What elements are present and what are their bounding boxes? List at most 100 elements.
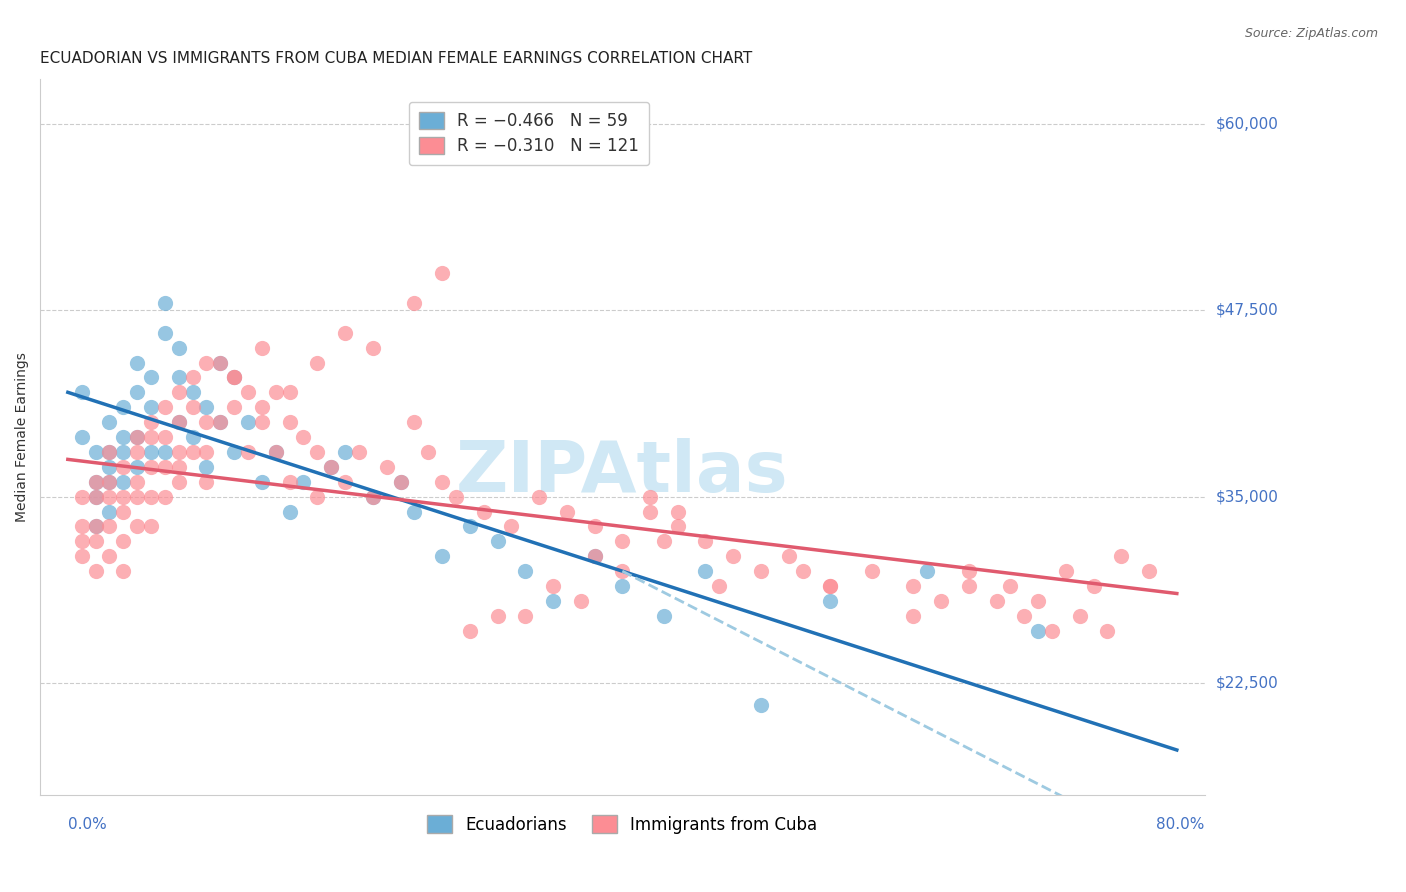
Point [278, 504, 301, 518]
Point [153, 490, 176, 504]
Point [224, 445, 246, 459]
Point [307, 355, 329, 369]
Point [139, 415, 162, 429]
Text: ZIPAtlas: ZIPAtlas [456, 438, 789, 508]
Point [264, 445, 287, 459]
Point [70, 430, 93, 444]
Point [209, 355, 232, 369]
Point [209, 355, 232, 369]
Point [112, 490, 135, 504]
Text: $22,500: $22,500 [1216, 675, 1278, 690]
Point [139, 519, 162, 533]
Text: $35,000: $35,000 [1216, 489, 1278, 504]
Point [167, 341, 190, 355]
Point [70, 519, 93, 533]
Point [903, 579, 925, 593]
Point [929, 594, 952, 608]
Point [84, 475, 107, 489]
Point [127, 445, 149, 459]
Point [112, 564, 135, 578]
Point [583, 549, 606, 564]
Point [167, 415, 190, 429]
Point [361, 341, 384, 355]
Point [361, 490, 384, 504]
Point [112, 445, 135, 459]
Point [139, 490, 162, 504]
Point [957, 579, 980, 593]
Point [1026, 594, 1049, 608]
Point [127, 385, 149, 400]
Point [652, 534, 675, 549]
Point [98, 519, 121, 533]
Point [195, 475, 218, 489]
Point [430, 549, 453, 564]
Point [209, 415, 232, 429]
Point [957, 564, 980, 578]
Point [224, 370, 246, 384]
Point [127, 459, 149, 474]
Point [98, 549, 121, 564]
Point [612, 564, 634, 578]
Point [195, 459, 218, 474]
Point [1083, 579, 1105, 593]
Point [181, 445, 204, 459]
Point [84, 534, 107, 549]
Point [98, 459, 121, 474]
Text: Source: ZipAtlas.com: Source: ZipAtlas.com [1244, 27, 1378, 40]
Point [666, 504, 689, 518]
Point [195, 355, 218, 369]
Point [127, 490, 149, 504]
Point [612, 579, 634, 593]
Point [569, 594, 592, 608]
Point [333, 445, 356, 459]
Point [820, 594, 842, 608]
Point [181, 370, 204, 384]
Point [541, 594, 564, 608]
Point [1097, 624, 1119, 638]
Point [112, 401, 135, 415]
Point [430, 266, 453, 280]
Legend: Ecuadorians, Immigrants from Cuba: Ecuadorians, Immigrants from Cuba [418, 805, 828, 844]
Point [749, 564, 772, 578]
Point [404, 296, 426, 310]
Point [250, 401, 273, 415]
Point [112, 504, 135, 518]
Point [153, 459, 176, 474]
Point [112, 430, 135, 444]
Point [278, 385, 301, 400]
Point [278, 415, 301, 429]
Point [127, 430, 149, 444]
Point [389, 475, 412, 489]
Point [153, 445, 176, 459]
Point [224, 370, 246, 384]
Point [112, 534, 135, 549]
Point [652, 608, 675, 623]
Point [70, 490, 93, 504]
Point [195, 415, 218, 429]
Point [486, 534, 509, 549]
Point [860, 564, 883, 578]
Point [709, 579, 731, 593]
Point [84, 475, 107, 489]
Point [307, 445, 329, 459]
Point [139, 459, 162, 474]
Point [181, 385, 204, 400]
Point [84, 564, 107, 578]
Point [695, 534, 717, 549]
Point [583, 519, 606, 533]
Point [127, 430, 149, 444]
Point [84, 445, 107, 459]
Point [98, 445, 121, 459]
Point [224, 370, 246, 384]
Point [167, 385, 190, 400]
Point [458, 519, 481, 533]
Point [472, 504, 495, 518]
Text: 80.0%: 80.0% [1156, 817, 1205, 832]
Point [404, 415, 426, 429]
Point [127, 355, 149, 369]
Point [98, 504, 121, 518]
Point [986, 594, 1008, 608]
Point [139, 370, 162, 384]
Point [195, 445, 218, 459]
Point [638, 490, 661, 504]
